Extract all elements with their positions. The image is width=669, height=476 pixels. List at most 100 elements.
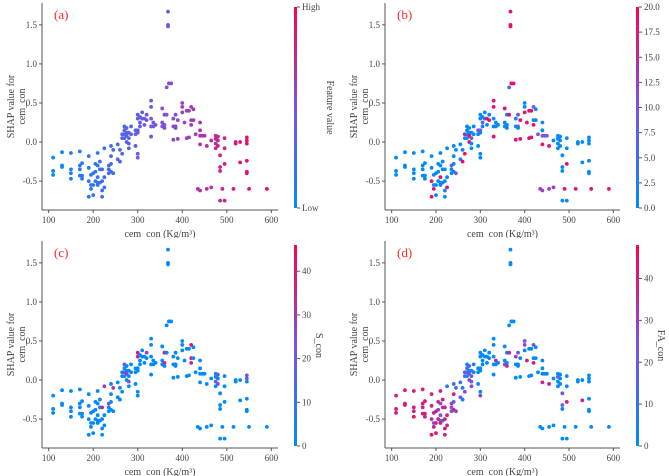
- data-point: [429, 165, 434, 170]
- data-point: [478, 368, 483, 373]
- data-point: [93, 169, 98, 174]
- data-point: [126, 146, 131, 151]
- data-point: [149, 116, 153, 121]
- colorbar-tick-label: 2.5: [644, 178, 656, 188]
- data-point: [264, 425, 269, 429]
- data-point: [204, 187, 209, 191]
- colorbar-tick-label: 0: [302, 441, 307, 451]
- data-point: [91, 183, 96, 187]
- data-point: [129, 370, 133, 375]
- data-point: [218, 407, 223, 411]
- data-point: [423, 173, 427, 178]
- data-point: [560, 403, 565, 407]
- panel-d: 100 200 300 400 500 600 -0.5 0.0 0.5 1.0 1.5 cem_co…: [335, 238, 669, 476]
- data-point: [91, 421, 96, 425]
- data-point: [607, 187, 611, 191]
- data-point: [126, 379, 131, 384]
- data-point: [547, 425, 551, 429]
- x-tick-label: 600: [265, 453, 279, 463]
- data-point: [505, 122, 509, 127]
- data-point: [491, 104, 496, 109]
- data-point: [149, 336, 153, 341]
- x-tick-label: 300: [474, 453, 488, 463]
- data-point: [442, 167, 447, 172]
- y-tick-label: 0.0: [369, 137, 381, 147]
- data-point: [189, 122, 194, 127]
- data-point: [522, 348, 527, 353]
- data-point: [507, 350, 512, 355]
- data-point: [69, 405, 73, 410]
- data-point: [133, 144, 138, 148]
- data-point: [100, 179, 105, 183]
- y-tick-label: 1.0: [26, 59, 38, 69]
- data-point: [202, 133, 207, 138]
- data-point: [133, 382, 138, 386]
- data-point: [460, 397, 465, 402]
- data-point: [511, 319, 516, 324]
- colorbar-tick-label: 20.0: [644, 2, 660, 12]
- data-point: [220, 425, 225, 429]
- data-point: [80, 399, 84, 404]
- data-point: [434, 193, 438, 198]
- data-point: [102, 384, 107, 389]
- panel-label: (c): [54, 245, 68, 260]
- data-point: [458, 142, 463, 147]
- data-point: [153, 360, 158, 365]
- data-point: [135, 151, 140, 156]
- data-point: [135, 368, 140, 373]
- data-point: [244, 141, 249, 146]
- data-point: [529, 108, 534, 113]
- x-tick-label: 200: [429, 215, 443, 225]
- data-point: [580, 160, 585, 165]
- data-point: [438, 413, 443, 418]
- data-point: [215, 138, 220, 143]
- data-point: [209, 376, 214, 381]
- data-point: [451, 382, 456, 386]
- x-tick-label: 300: [474, 215, 488, 225]
- data-point: [126, 384, 131, 389]
- data-point: [171, 137, 176, 142]
- data-point: [505, 364, 509, 368]
- data-point: [411, 409, 416, 414]
- x-tick-label: 600: [607, 215, 621, 225]
- data-point: [547, 187, 551, 191]
- data-point: [238, 140, 243, 144]
- data-point: [80, 176, 84, 181]
- data-point: [244, 158, 249, 163]
- data-point: [60, 403, 64, 407]
- data-point: [80, 411, 84, 416]
- data-point: [411, 151, 416, 155]
- data-point: [540, 142, 545, 147]
- data-point: [460, 385, 465, 390]
- data-point: [469, 379, 474, 384]
- data-point: [564, 146, 569, 151]
- data-point: [187, 135, 191, 140]
- data-point: [138, 362, 142, 367]
- y-tick-label: 1.0: [369, 59, 381, 69]
- data-point: [436, 407, 441, 412]
- data-point: [564, 436, 569, 441]
- data-point: [536, 132, 540, 137]
- data-point: [434, 183, 438, 187]
- data-point: [522, 339, 527, 343]
- y-tick-label: 1.0: [369, 297, 381, 307]
- data-point: [442, 432, 447, 437]
- panel-a: 100 200 300 400 500 600 -0.5 0.0 0.5 1.0 1.5 cem_co…: [0, 0, 335, 238]
- data-point: [209, 185, 214, 190]
- data-point: [564, 374, 569, 379]
- data-point: [144, 118, 149, 123]
- data-point: [507, 85, 512, 90]
- data-point: [505, 126, 509, 130]
- colorbar: [294, 245, 297, 446]
- colorbar: [636, 245, 639, 446]
- data-point: [587, 171, 591, 176]
- y-tick-label: 1.5: [26, 258, 38, 268]
- data-point: [126, 136, 131, 141]
- chart-b: 100 200 300 400 500 600 -0.5 0.0 0.5 1.0 1.5 cem_co…: [349, 2, 660, 238]
- data-point: [442, 417, 447, 421]
- x-tick-label: 300: [131, 215, 145, 225]
- data-point: [507, 112, 512, 117]
- data-point: [222, 198, 227, 203]
- data-point: [442, 194, 447, 199]
- data-point: [218, 391, 223, 396]
